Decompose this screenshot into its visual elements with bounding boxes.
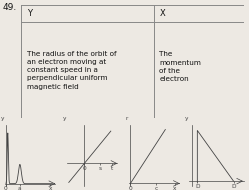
Text: y: y	[1, 116, 4, 120]
Text: y: y	[185, 116, 188, 120]
Text: Y: Y	[27, 9, 32, 18]
Text: 49.: 49.	[3, 3, 17, 12]
Text: y: y	[63, 116, 67, 120]
Text: The radius of the orbit of
an electron moving at
constant speed in a
perpendicul: The radius of the orbit of an electron m…	[27, 51, 116, 89]
Text: r: r	[125, 116, 128, 120]
Text: The
momentum
of the
electron: The momentum of the electron	[159, 51, 201, 82]
Text: X: X	[159, 9, 165, 18]
